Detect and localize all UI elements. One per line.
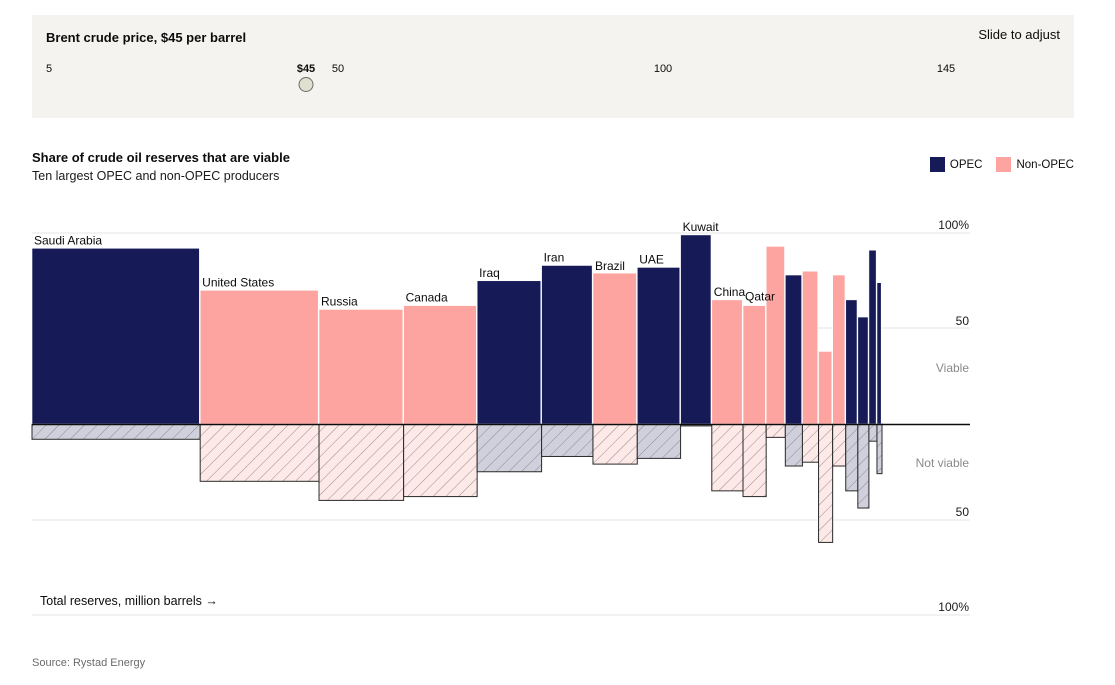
bar-viable-qatar[interactable] [742,305,766,425]
label-china: China [714,285,746,299]
legend: OPEC Non-OPEC [929,157,1074,172]
bar-not-viable-producer-19[interactable] [868,423,878,442]
legend-item-non-opec: Non-OPEC [996,157,1074,172]
legend-swatch-non-opec [996,157,1012,172]
slider-handle[interactable] [298,77,314,92]
axis-label-bottom-100: 100% [938,600,969,614]
bar-viable-iraq[interactable] [476,280,542,425]
bar-not-viable-united-states[interactable] [199,423,320,482]
bar-viable-united-states[interactable] [199,289,319,425]
label-brazil: Brazil [595,259,625,273]
label-iran: Iran [544,250,565,264]
bar-viable-uae[interactable] [636,267,681,425]
slider-tick-min: 5 [45,63,53,75]
bar-viable-producer-14[interactable] [802,270,819,425]
bar-not-viable-producer-15[interactable] [818,423,834,543]
bar-viable-russia[interactable] [318,309,404,425]
slider-tick-100: 100 [653,63,673,75]
axis-note-not-viable: Not viable [916,456,970,470]
bar-viable-canada[interactable] [403,305,477,425]
bar-not-viable-producer-18[interactable] [857,423,870,509]
axis-label-top-100: 100% [938,218,969,232]
slider-tick-max: 145 [936,63,956,75]
chart-subtitle: Ten largest OPEC and non-OPEC producers [32,169,280,183]
nonviable-bars [31,423,883,543]
axis-label-top-50: 50 [956,314,970,328]
bar-not-viable-producer-17[interactable] [845,423,859,492]
bar-not-viable-russia[interactable] [318,423,405,501]
bar-not-viable-uae[interactable] [636,423,682,459]
label-qatar: Qatar [745,290,775,304]
bar-not-viable-iraq[interactable] [476,423,543,473]
bar-not-viable-producer-16[interactable] [832,423,847,467]
bar-viable-producer-16[interactable] [832,274,846,425]
bar-viable-producer-20[interactable] [876,282,882,425]
bar-viable-iran[interactable] [541,265,593,425]
label-uae: UAE [639,252,664,266]
legend-swatch-opec [929,157,945,172]
viable-bars [31,234,882,425]
bar-viable-kuwait[interactable] [680,234,712,425]
bar-viable-producer-18[interactable] [857,316,869,425]
axis-note-viable: Viable [936,361,969,375]
label-kuwait: Kuwait [683,220,720,234]
x-axis-title: Total reserves, million barrels → [40,594,218,608]
bar-viable-producer-15[interactable] [818,351,833,425]
bar-not-viable-brazil[interactable] [592,423,638,465]
bar-not-viable-producer-20[interactable] [876,423,883,475]
label-saudi-arabia: Saudi Arabia [34,233,102,247]
legend-label-non-opec: Non-OPEC [1016,158,1074,171]
bar-not-viable-producer-14[interactable] [801,423,820,463]
bar-not-viable-saudi-arabia[interactable] [31,423,201,440]
bar-not-viable-producer-12[interactable] [765,423,786,438]
bar-viable-brazil[interactable] [592,272,637,425]
bar-not-viable-china[interactable] [711,423,744,492]
label-iraq: Iraq [479,266,500,280]
legend-label-opec: OPEC [949,158,983,171]
label-russia: Russia [321,294,358,308]
bar-not-viable-iran[interactable] [541,423,594,457]
bar-viable-saudi-arabia[interactable] [31,247,200,425]
bar-not-viable-producer-13[interactable] [784,423,803,467]
axis-label-bottom-50: 50 [956,505,970,519]
bar-viable-china[interactable] [711,299,743,425]
price-slider-panel: Brent crude price, $45 per barrel Slide … [32,15,1074,118]
bar-viable-producer-17[interactable] [845,299,858,425]
label-canada: Canada [406,291,448,305]
chart-title: Share of crude oil reserves that are via… [32,150,290,165]
slider-title: Brent crude price, $45 per barrel [46,30,247,45]
bar-viable-producer-13[interactable] [785,274,802,425]
slider-tick-50: 50 [331,63,345,75]
source-note: Source: Rystad Energy [32,657,146,669]
slide-hint: Slide to adjust [978,27,1060,42]
bar-not-viable-qatar[interactable] [742,423,767,498]
legend-item-opec: OPEC [929,157,983,172]
bar-viable-producer-19[interactable] [868,249,877,425]
bar-not-viable-canada[interactable] [403,423,478,498]
country-labels: Saudi Arabia United States Russia Canada Ira… [34,220,775,308]
bar-viable-producer-12[interactable] [765,246,785,425]
label-united-states: United States [202,275,274,289]
slider-value-label: $45 [296,63,316,75]
